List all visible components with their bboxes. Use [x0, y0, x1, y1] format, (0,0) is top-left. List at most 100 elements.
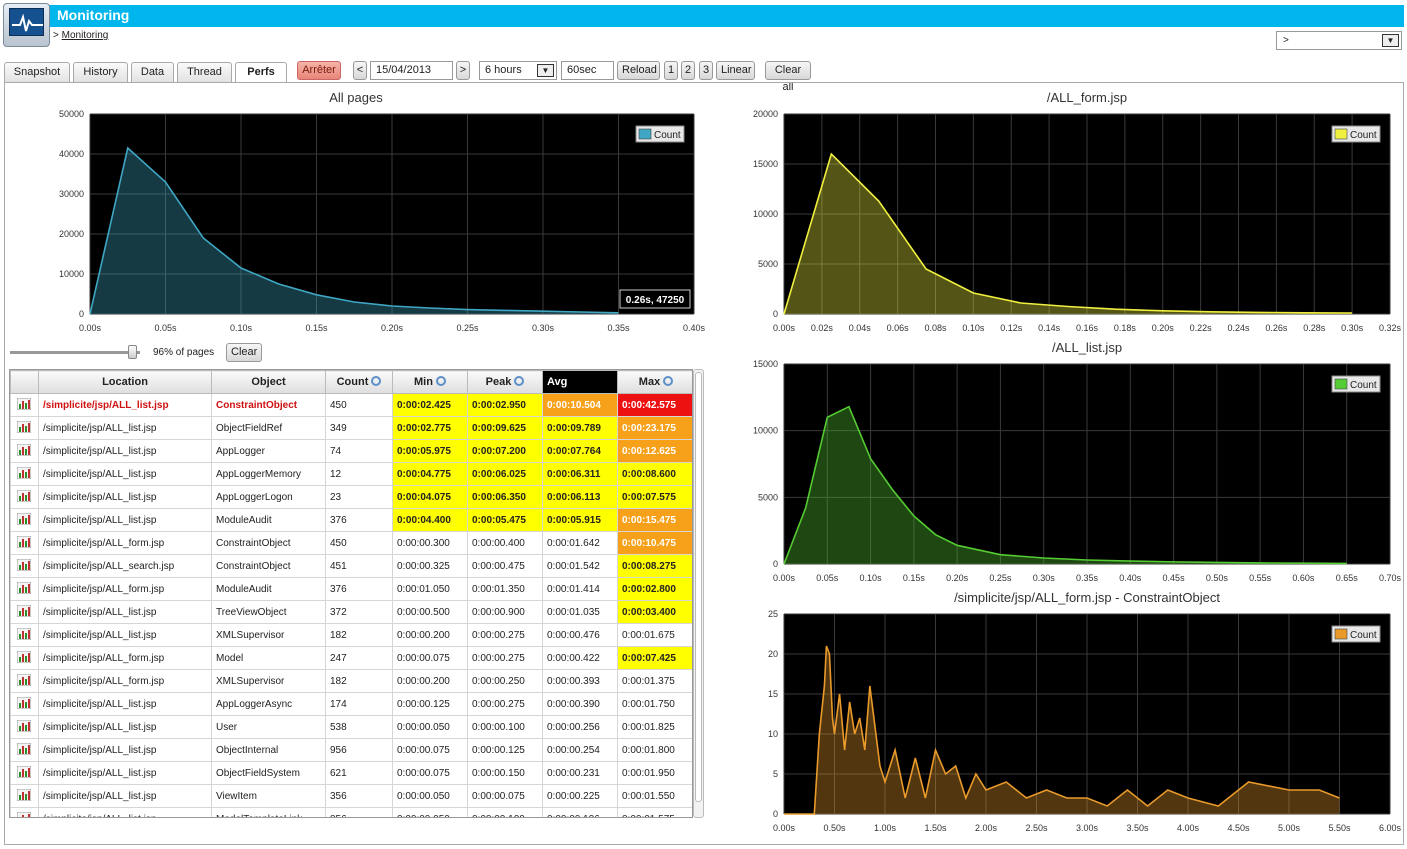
row-max: 0:00:12.625 — [617, 439, 692, 463]
chart-icon[interactable] — [10, 669, 39, 693]
chart-icon[interactable] — [10, 715, 39, 739]
interval-input[interactable]: 60sec — [561, 61, 614, 80]
tab-history[interactable]: History — [73, 62, 128, 82]
table-row[interactable]: /simplicite/jsp/ALL_list.jsp AppLoggerLog… — [10, 485, 692, 509]
breadcrumb-link[interactable]: Monitoring — [61, 30, 109, 41]
y-tick-label: 0 — [773, 309, 778, 319]
next-date-button[interactable]: > — [456, 61, 470, 80]
page-3-button[interactable]: 3 — [699, 61, 713, 80]
row-avg: 0:00:00.254 — [542, 738, 618, 762]
stop-button[interactable]: Arrêter — [297, 61, 341, 80]
chart-icon[interactable] — [10, 784, 39, 808]
chevron-down-icon[interactable]: ▼ — [1382, 34, 1399, 47]
search-icon[interactable] — [371, 376, 382, 386]
row-max: 0:00:08.275 — [617, 554, 692, 578]
chart-icon-glyph — [16, 788, 32, 801]
chart-icon[interactable] — [10, 761, 39, 785]
table-row[interactable]: /simplicite/jsp/ALL_list.jsp User 538 0:00:… — [10, 715, 692, 739]
scale-button[interactable]: Linear — [716, 61, 755, 80]
table-row[interactable]: /simplicite/jsp/ALL_form.jsp ConstraintOb… — [10, 531, 692, 555]
search-icon[interactable] — [514, 376, 525, 386]
chart-all-list: 0.00s 0.05s 0.10s 0.15s 0.20s 0.25s 0.30s 0.35s… — [753, 359, 1402, 583]
x-tick-label: 0.26s — [1265, 323, 1288, 333]
legend-swatch — [1334, 128, 1348, 140]
chevron-down-icon[interactable]: ▼ — [537, 64, 554, 77]
row-object: AppLoggerAsync — [211, 692, 326, 716]
reload-button[interactable]: Reload — [617, 61, 660, 80]
chart-icon[interactable] — [10, 807, 39, 817]
chart-icon[interactable] — [10, 600, 39, 624]
row-avg: 0:00:01.642 — [542, 531, 618, 555]
table-row[interactable]: /simplicite/jsp/ALL_form.jsp ModuleAudit 3… — [10, 577, 692, 601]
chart-icon[interactable] — [10, 393, 39, 417]
x-tick-label: 0.12s — [1000, 323, 1023, 333]
tab-snapshot[interactable]: Snapshot — [4, 62, 70, 82]
row-location: /simplicite/jsp/ALL_list.jsp — [38, 600, 212, 624]
table-scrollbar-thumb[interactable] — [695, 372, 702, 802]
table-row[interactable]: /simplicite/jsp/ALL_list.jsp TreeViewObje… — [10, 600, 692, 624]
table-row[interactable]: /simplicite/jsp/ALL_form.jsp Model 247 0:00… — [10, 646, 692, 670]
table-row[interactable]: /simplicite/jsp/ALL_list.jsp ObjectFieldS… — [10, 761, 692, 785]
percent-slider-handle[interactable] — [128, 345, 137, 359]
percent-slider-track[interactable] — [10, 351, 140, 354]
legend-swatch — [638, 128, 652, 140]
table-row[interactable]: /simplicite/jsp/ALL_list.jsp ConstraintOb… — [10, 393, 692, 417]
row-peak: 0:00:00.250 — [467, 669, 543, 693]
x-tick-label: 5.00s — [1278, 823, 1301, 833]
col-count[interactable]: Count — [325, 370, 393, 394]
chart-icon[interactable] — [10, 485, 39, 509]
chart-icon[interactable] — [10, 531, 39, 555]
date-input[interactable]: 15/04/2013 — [370, 61, 453, 80]
chart-icon[interactable] — [10, 554, 39, 578]
table-scrollbar[interactable] — [693, 369, 704, 818]
col-min[interactable]: Min — [392, 370, 468, 394]
range-select[interactable]: 6 hours ▼ — [479, 61, 557, 80]
col-object[interactable]: Object — [211, 370, 326, 394]
table-row[interactable]: /simplicite/jsp/ALL_list.jsp AppLogger 74 0… — [10, 439, 692, 463]
chart-icon[interactable] — [10, 692, 39, 716]
table-row[interactable]: /simplicite/jsp/ALL_list.jsp ModuleAudit 3… — [10, 508, 692, 532]
tab-data[interactable]: Data — [131, 62, 174, 82]
chart-icon[interactable] — [10, 508, 39, 532]
table-row[interactable]: /simplicite/jsp/ALL_form.jsp XMLSuperviso… — [10, 669, 692, 693]
table-row[interactable]: /simplicite/jsp/ALL_list.jsp ObjectIntern… — [10, 738, 692, 762]
search-icon[interactable] — [663, 376, 674, 386]
table-row[interactable]: /simplicite/jsp/ALL_search.jsp Constraint… — [10, 554, 692, 578]
chart-icon[interactable] — [10, 416, 39, 440]
chart-icon-glyph — [16, 811, 32, 817]
table-row[interactable]: /simplicite/jsp/ALL_list.jsp AppLoggerMem… — [10, 462, 692, 486]
table-row[interactable]: /simplicite/jsp/ALL_list.jspModelTemplat… — [10, 807, 692, 817]
chart-icon[interactable] — [10, 462, 39, 486]
row-count: 182 — [325, 669, 393, 693]
table-row[interactable]: /simplicite/jsp/ALL_list.jsp ViewItem 356 0… — [10, 784, 692, 808]
col-min-label: Min — [414, 376, 433, 388]
table-row[interactable]: /simplicite/jsp/ALL_list.jsp AppLoggerAsy… — [10, 692, 692, 716]
col-avg[interactable]: Avg — [542, 370, 618, 394]
search-icon[interactable] — [435, 376, 446, 386]
row-max: 0:00:03.400 — [617, 600, 692, 624]
top-select[interactable]: > ▼ — [1276, 31, 1402, 50]
page-2-button[interactable]: 2 — [681, 61, 695, 80]
chart-icon-glyph — [16, 397, 32, 410]
table-row[interactable]: /simplicite/jsp/ALL_list.jsp ObjectFieldR… — [10, 416, 692, 440]
chart-icon[interactable] — [10, 738, 39, 762]
chart-icon[interactable] — [10, 577, 39, 601]
clear-filter-button[interactable]: Clear — [226, 343, 263, 362]
col-peak[interactable]: Peak — [467, 370, 543, 394]
x-tick-label: 0.02s — [811, 323, 834, 333]
tab-perfs[interactable]: Perfs — [235, 62, 287, 83]
row-avg: 0:00:05.915 — [542, 508, 618, 532]
chart-icon-glyph — [16, 558, 32, 571]
clear-all-button[interactable]: Clear all — [765, 61, 811, 93]
tab-thread[interactable]: Thread — [177, 62, 232, 82]
table-row[interactable]: /simplicite/jsp/ALL_list.jsp XMLSuperviso… — [10, 623, 692, 647]
x-tick-label: 0.00s — [79, 323, 102, 333]
chart-icon[interactable] — [10, 623, 39, 647]
prev-date-button[interactable]: < — [353, 61, 367, 80]
page-1-button[interactable]: 1 — [664, 61, 678, 80]
chart-icon[interactable] — [10, 646, 39, 670]
chart-icon[interactable] — [10, 439, 39, 463]
row-count: 538 — [325, 715, 393, 739]
col-max[interactable]: Max — [617, 370, 692, 394]
col-location[interactable]: Location — [38, 370, 212, 394]
